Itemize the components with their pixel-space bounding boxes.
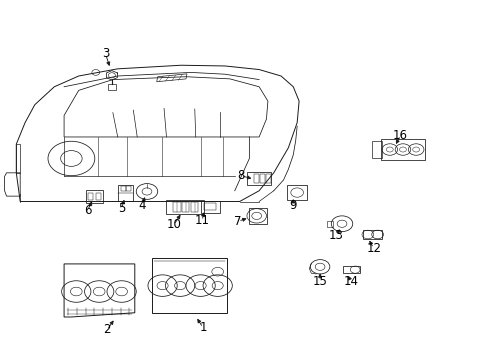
Bar bbox=[118, 185, 133, 201]
Bar bbox=[173, 202, 180, 212]
Text: 8: 8 bbox=[237, 169, 244, 182]
Bar bbox=[203, 203, 216, 211]
Text: 2: 2 bbox=[103, 323, 110, 336]
Bar bbox=[327, 221, 332, 226]
Bar bbox=[246, 172, 271, 185]
Bar bbox=[200, 201, 220, 213]
Bar bbox=[380, 139, 424, 160]
Bar bbox=[166, 200, 203, 214]
Bar bbox=[342, 266, 359, 273]
Bar bbox=[121, 186, 125, 192]
Text: 10: 10 bbox=[166, 218, 181, 231]
Bar bbox=[96, 193, 101, 201]
Text: 5: 5 bbox=[118, 202, 125, 215]
Bar bbox=[85, 190, 103, 203]
Text: 6: 6 bbox=[83, 204, 91, 217]
Text: 7: 7 bbox=[234, 215, 242, 228]
Text: 11: 11 bbox=[194, 215, 209, 228]
Text: 15: 15 bbox=[312, 275, 327, 288]
Bar bbox=[108, 84, 116, 90]
Bar bbox=[254, 174, 259, 183]
Text: 4: 4 bbox=[138, 199, 145, 212]
Bar bbox=[371, 140, 381, 158]
Text: 13: 13 bbox=[328, 229, 343, 242]
Text: 16: 16 bbox=[392, 129, 407, 142]
Bar bbox=[362, 230, 382, 239]
Text: 9: 9 bbox=[289, 199, 296, 212]
Bar bbox=[88, 193, 93, 201]
Text: 14: 14 bbox=[343, 275, 358, 288]
Bar bbox=[265, 174, 270, 183]
Text: 1: 1 bbox=[199, 321, 206, 334]
Text: 12: 12 bbox=[366, 242, 381, 255]
Bar bbox=[249, 208, 266, 224]
Bar bbox=[152, 258, 227, 314]
Bar bbox=[190, 202, 198, 212]
Bar bbox=[260, 174, 264, 183]
Bar bbox=[182, 202, 189, 212]
Bar bbox=[287, 185, 306, 201]
Bar bbox=[126, 186, 131, 192]
Text: 3: 3 bbox=[102, 47, 109, 60]
